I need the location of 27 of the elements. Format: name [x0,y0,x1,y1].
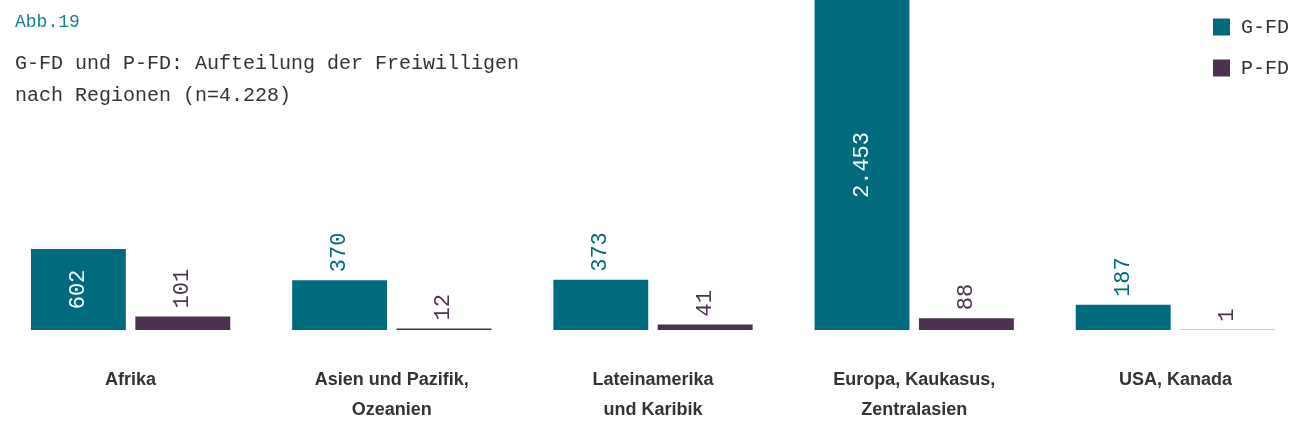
x-tick-label: Afrika [105,369,158,389]
x-tick-label: Asien und Pazifik, Ozeanien [314,369,469,419]
bar [657,324,753,330]
bar [135,316,231,330]
data-label: 602 [65,269,91,310]
bar [30,249,126,330]
x-tick-label: Lateinamerika und Karibik [592,369,715,419]
data-label: 12 [431,293,457,321]
text: Abb.19 [15,12,80,32]
data-label: 101 [170,268,196,309]
bar [918,318,1014,330]
data-label: 2.453 [849,131,875,199]
bar [553,279,649,330]
data-label: 370 [327,232,353,273]
bar [292,280,388,330]
x-tick-label: Europa, Kaukasus, Zentralasien [833,369,996,419]
text: G-FD und P-FD: Aufteilung der Freiwilligen nach Regionen (n=4.228) [15,51,520,107]
legend-label: G-FD [1240,15,1290,39]
legend-label: P-FD [1240,56,1290,80]
data-label: 88 [953,283,979,311]
data-label: 1 [1215,308,1241,322]
bar [1075,304,1171,330]
x-tick-label: USA, Kanada [1118,369,1233,389]
bar [814,0,910,330]
data-label: 41 [692,290,718,317]
data-label: 373 [588,232,614,272]
data-label: 187 [1110,257,1136,297]
